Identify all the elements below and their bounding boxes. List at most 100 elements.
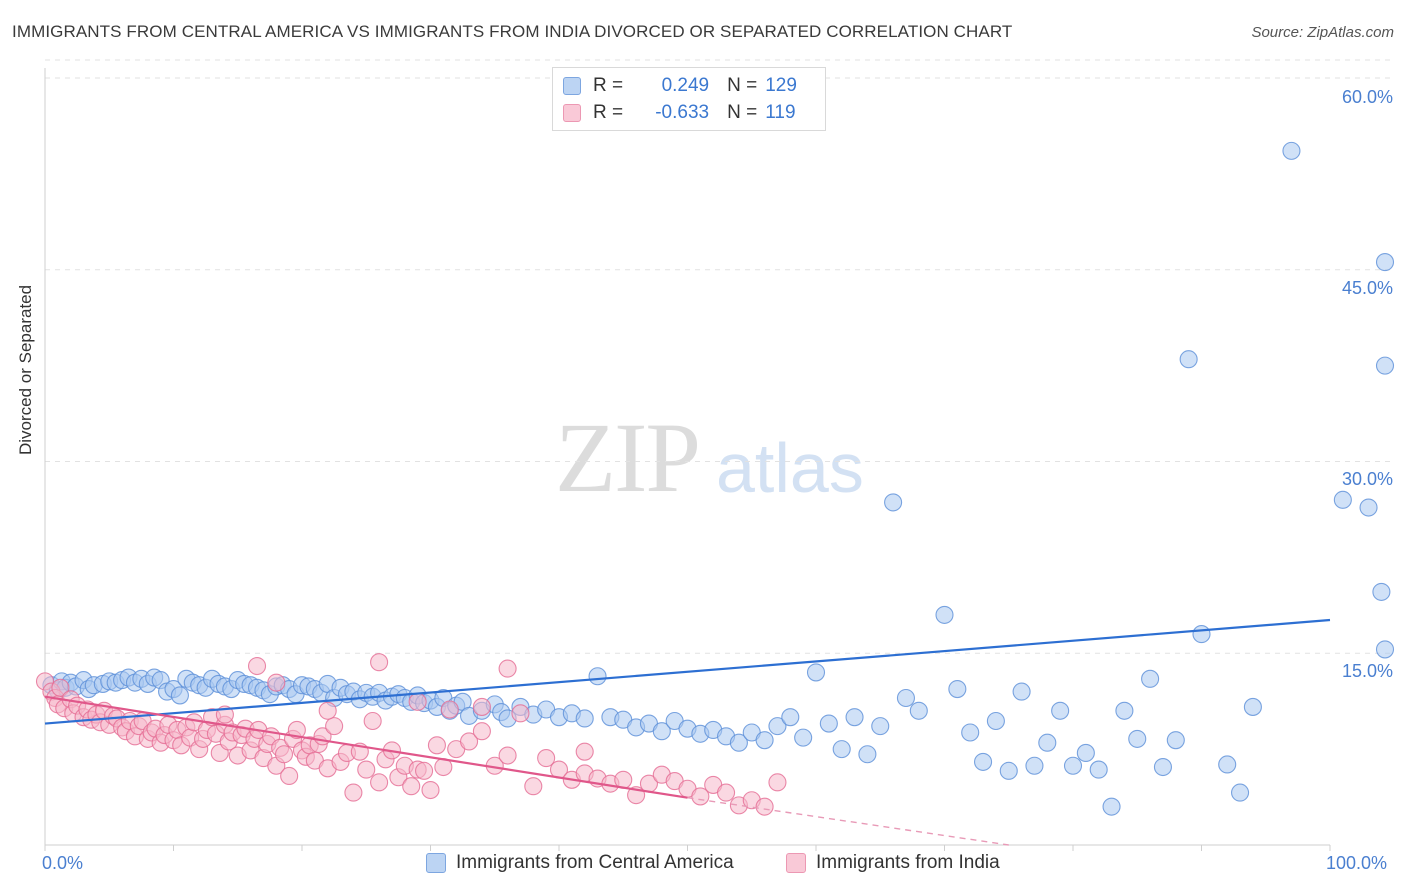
- india-point: [51, 678, 70, 697]
- india-point: [280, 766, 299, 786]
- central-america-point: [1102, 797, 1121, 816]
- n-value: 119: [765, 102, 796, 123]
- y-tick-label: 45.0%: [1341, 278, 1393, 298]
- x-tick-label: 100.0%: [1326, 853, 1388, 873]
- india-point: [344, 783, 363, 802]
- series-legend: Immigrants from Central America Immigran…: [0, 852, 1406, 878]
- central-america-point: [1218, 755, 1237, 774]
- n-value: 129: [765, 75, 797, 96]
- central-america-point: [832, 740, 851, 759]
- legend-item-india[interactable]: Immigrants from India: [786, 852, 1000, 874]
- series-india-points: [35, 653, 787, 816]
- central-america-point: [768, 717, 787, 736]
- central-america-point: [986, 711, 1005, 731]
- n-label: N =: [727, 75, 758, 96]
- y-axis-label: Divorced or Separated: [16, 284, 35, 455]
- central-america-point: [1166, 731, 1185, 750]
- india-point: [408, 692, 427, 711]
- y-tick-label: 30.0%: [1341, 469, 1393, 489]
- trend-line-india: [44, 695, 688, 799]
- central-america-point: [1243, 697, 1262, 716]
- central-america-point: [1025, 756, 1044, 775]
- central-america-point: [1063, 756, 1083, 775]
- india-point: [421, 780, 440, 800]
- india-point: [287, 720, 306, 740]
- central-america-point: [973, 752, 993, 771]
- r-label: R =: [593, 75, 624, 96]
- india-point: [427, 736, 446, 755]
- y-tick-label: 60.0%: [1341, 87, 1393, 107]
- india-point: [537, 749, 556, 768]
- watermark-atlas: atlas: [716, 429, 864, 507]
- legend-row-india: R = -0.633 N = 119: [563, 101, 796, 125]
- central-america-point: [1128, 729, 1147, 748]
- india-point: [247, 656, 267, 676]
- india-point: [363, 711, 382, 731]
- central-america-point: [1282, 141, 1301, 160]
- india-point: [768, 773, 787, 792]
- correlation-legend: R = 0.249 N = 129 R = -0.633 N = 119: [552, 67, 826, 131]
- legend-row-central-america: R = 0.249 N = 129: [563, 74, 797, 98]
- central-america-point: [1375, 640, 1395, 659]
- central-america-point: [1179, 350, 1198, 369]
- central-america-point: [1375, 253, 1395, 272]
- india-point: [511, 704, 530, 723]
- n-label: N =: [727, 102, 758, 123]
- central-america-point: [1012, 682, 1031, 701]
- central-america-point: [1231, 783, 1250, 802]
- central-america-point: [1359, 498, 1378, 517]
- india-point: [459, 732, 479, 751]
- central-america-point: [858, 745, 877, 764]
- central-america-point: [845, 708, 864, 727]
- trend-line-central-america: [44, 618, 1331, 725]
- source-label: Source: ZipAtlas.com: [1251, 24, 1394, 41]
- india-point: [575, 742, 594, 761]
- india-point: [498, 659, 517, 678]
- trend-lines: [44, 618, 1331, 846]
- central-america-point: [729, 733, 748, 752]
- india-point: [472, 722, 491, 741]
- central-america-point: [1038, 733, 1057, 752]
- central-america-point: [1051, 701, 1070, 720]
- central-america-point: [170, 686, 189, 705]
- series-central-america-points: [42, 141, 1395, 816]
- central-america-point: [1115, 701, 1134, 720]
- central-america-point: [935, 605, 954, 624]
- india-point: [498, 746, 517, 765]
- central-america-point: [1333, 490, 1352, 509]
- legend-swatch: [426, 853, 446, 873]
- india-point: [402, 777, 421, 796]
- india-point: [370, 653, 389, 672]
- central-america-point: [909, 701, 928, 720]
- central-america-point: [1141, 669, 1160, 688]
- india-point: [370, 773, 389, 792]
- india-point: [440, 700, 459, 719]
- legend-label: Immigrants from India: [816, 852, 1000, 873]
- legend-item-central-america[interactable]: Immigrants from Central America: [426, 852, 734, 874]
- central-america-point: [948, 679, 967, 699]
- india-point: [716, 783, 736, 802]
- central-america-point: [1153, 757, 1172, 777]
- central-america-point: [961, 723, 980, 742]
- r-label: R =: [593, 102, 624, 123]
- central-america-point: [755, 731, 774, 750]
- chart-title: IMMIGRANTS FROM CENTRAL AMERICA VS IMMIG…: [12, 22, 1013, 41]
- india-point: [318, 701, 337, 720]
- central-america-point: [1089, 760, 1108, 779]
- india-point: [524, 777, 543, 796]
- central-america-point: [575, 709, 594, 728]
- central-america-point: [1192, 625, 1211, 644]
- central-america-point: [1372, 582, 1391, 601]
- india-point: [691, 787, 710, 806]
- axes: [44, 68, 1331, 851]
- central-america-point: [794, 728, 813, 747]
- central-america-point: [1375, 356, 1395, 375]
- india-point: [755, 797, 774, 816]
- x-tick-label: 0.0%: [42, 853, 84, 873]
- india-point: [415, 761, 434, 780]
- india-point: [357, 760, 376, 779]
- legend-swatch: [786, 853, 806, 873]
- central-america-point: [806, 663, 826, 682]
- central-america-point: [781, 708, 800, 727]
